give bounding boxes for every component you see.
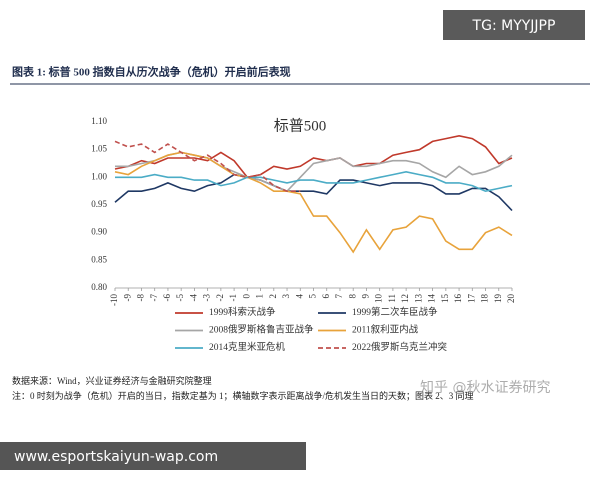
x-tick-label: 12 bbox=[400, 294, 410, 303]
series-line bbox=[114, 173, 513, 212]
x-tick-label: -5 bbox=[175, 294, 185, 302]
x-tick-label: 10 bbox=[374, 294, 384, 304]
x-tick-label: -2 bbox=[215, 294, 225, 302]
x-tick-label: 18 bbox=[480, 294, 490, 304]
x-tick-label: -4 bbox=[188, 294, 198, 302]
legend-label: 1999科索沃战争 bbox=[209, 306, 276, 318]
x-tick-label: 9 bbox=[360, 294, 370, 299]
x-tick-label: 11 bbox=[387, 294, 397, 303]
x-tick-label: -9 bbox=[122, 294, 132, 302]
legend-label: 2008俄罗斯格鲁吉亚战争 bbox=[209, 324, 314, 336]
series-line bbox=[114, 134, 513, 179]
figure-title: 图表 1: 标普 500 指数自从历次战争（危机）开启前后表现 bbox=[12, 65, 291, 79]
note: 注：0 时刻为战争（危机）开启的当日，指数定基为 1；横轴数字表示距离战争/危机… bbox=[12, 390, 474, 401]
y-tick-label: 1.10 bbox=[91, 116, 107, 126]
x-tick-label: -6 bbox=[162, 294, 172, 302]
x-tick-label: 0 bbox=[241, 294, 251, 299]
x-tick-label: -10 bbox=[109, 294, 119, 306]
x-tick-label: 13 bbox=[413, 294, 423, 304]
watermark-bottom: www.esportskaiyun-wap.com bbox=[14, 449, 218, 465]
series-line bbox=[114, 151, 513, 254]
x-tick-label: 14 bbox=[427, 294, 437, 304]
watermark-box bbox=[443, 10, 585, 40]
x-tick-label: 5 bbox=[308, 294, 318, 299]
x-tick-label: 3 bbox=[281, 294, 291, 299]
x-tick-label: -3 bbox=[202, 294, 212, 302]
x-tick-label: 7 bbox=[334, 294, 344, 299]
y-tick-label: 1.00 bbox=[91, 171, 107, 181]
y-tick-label: 0.80 bbox=[91, 282, 107, 292]
legend-label: 1999第二次车臣战争 bbox=[352, 306, 438, 318]
x-tick-label: 2 bbox=[268, 294, 278, 299]
y-tick-label: 0.85 bbox=[91, 254, 107, 264]
x-tick-label: -7 bbox=[149, 294, 159, 302]
y-tick-label: 1.05 bbox=[91, 144, 107, 154]
legend-label: 2014克里米亚危机 bbox=[209, 341, 286, 353]
x-tick-label: 15 bbox=[440, 294, 450, 304]
x-tick-label: 20 bbox=[506, 294, 516, 304]
x-tick-label: 4 bbox=[294, 294, 304, 299]
source: 数据来源：Wind，兴业证券经济与金融研究院整理 bbox=[12, 375, 212, 386]
y-tick-label: 0.90 bbox=[91, 227, 107, 237]
y-tick-label: 0.95 bbox=[91, 199, 107, 209]
series-line bbox=[115, 170, 513, 193]
x-tick-label: 19 bbox=[493, 294, 503, 304]
plot: 0.800.850.900.951.001.051.10-10 -9 -8 -7 -6-… bbox=[91, 116, 516, 353]
watermark-bottom-box bbox=[0, 442, 306, 470]
x-tick-label: 8 bbox=[347, 294, 357, 299]
x-tick-label: 6 bbox=[321, 294, 331, 299]
x-tick-label: 16 bbox=[453, 294, 463, 304]
legend-label: 2011叙利亚内战 bbox=[352, 324, 419, 336]
x-tick-label: -1 bbox=[228, 294, 238, 302]
x-tick-label: -8 bbox=[136, 294, 146, 302]
series-line bbox=[114, 140, 301, 192]
x-tick-label: 17 bbox=[466, 294, 476, 304]
watermark-top: TG: MYYJJPP bbox=[472, 18, 556, 34]
chart-title: 标普500 bbox=[274, 117, 327, 134]
legend-label: 2022俄罗斯乌克兰冲突 bbox=[352, 341, 448, 353]
x-tick-label: 1 bbox=[255, 294, 265, 299]
watermark-middle: 知乎 @秋水证券研究 bbox=[420, 379, 550, 396]
